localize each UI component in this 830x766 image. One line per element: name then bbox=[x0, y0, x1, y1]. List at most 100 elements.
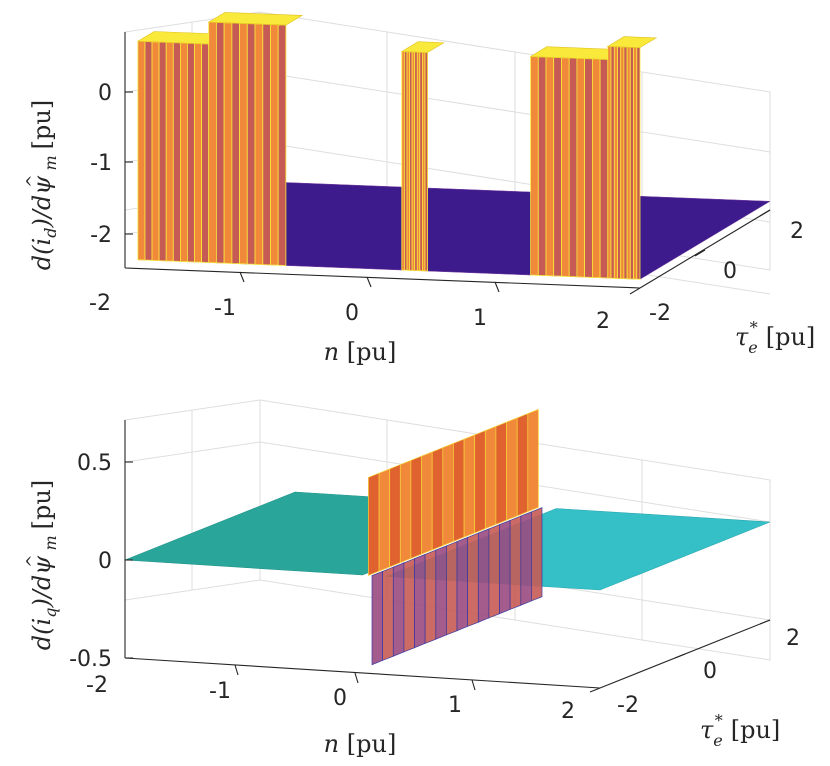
top-xtick-3: 1 bbox=[473, 306, 487, 331]
top-spike-strip bbox=[553, 56, 562, 277]
bottom-dip-strip bbox=[382, 566, 394, 661]
bottom-spike-strip bbox=[495, 421, 507, 525]
bottom-dip-strip bbox=[520, 511, 532, 606]
top-ztick-1: -1 bbox=[90, 151, 112, 176]
top-ytick-1: 0 bbox=[723, 259, 737, 284]
top-xtick-2: 0 bbox=[345, 301, 359, 326]
bottom-dip-strip bbox=[509, 515, 522, 610]
top-spike-strip bbox=[223, 22, 233, 264]
top-spike-strip bbox=[208, 21, 217, 264]
top-xticks: -2 -1 0 1 2 bbox=[89, 271, 610, 334]
bottom-spike-strip bbox=[442, 442, 454, 547]
top-spike-strip bbox=[270, 24, 279, 266]
bottom-dip-strip bbox=[477, 528, 490, 623]
bottom-zticks: 0.5 0 -0.5 bbox=[69, 451, 133, 672]
bottom-xtick-1: -1 bbox=[209, 679, 231, 704]
top-spike-strip bbox=[201, 43, 210, 263]
bottom-spike-strip bbox=[389, 464, 401, 568]
bottom-ytick-0: -2 bbox=[617, 693, 639, 718]
bottom-dip-strip bbox=[414, 553, 426, 649]
bottom-dip-strip bbox=[488, 524, 500, 619]
top-spike-strip bbox=[151, 41, 160, 262]
top-spike-strip bbox=[424, 51, 429, 272]
top-spike-strip bbox=[194, 42, 203, 263]
bottom-spike-strip bbox=[421, 451, 433, 555]
top-ytick-0: -2 bbox=[649, 301, 671, 326]
top-spike-cap bbox=[207, 12, 304, 26]
bottom-spike-strip bbox=[368, 472, 380, 576]
top-spike-strip bbox=[617, 46, 622, 279]
bottom-xtick-0: -2 bbox=[86, 673, 108, 698]
bottom-spike-strip bbox=[474, 430, 486, 534]
bottom-plot: 0.5 0 -0.5 -2 -1 0 1 2 -2 0 2 n [pu] τe*… bbox=[23, 399, 800, 758]
bottom-zlabel: d(iq)/dψ^m[pu] bbox=[23, 480, 60, 650]
bottom-dip-strip bbox=[392, 562, 405, 657]
top-spike-strip bbox=[623, 46, 628, 280]
top-spike-strip bbox=[561, 57, 570, 277]
bottom-dip-strip bbox=[403, 558, 415, 653]
top-spike-strip bbox=[231, 22, 241, 265]
bottom-spike-strip bbox=[484, 425, 497, 530]
top-axes bbox=[124, 32, 771, 289]
bottom-dip-strip bbox=[446, 541, 458, 636]
bottom-spike-strip bbox=[463, 434, 476, 538]
bottom-surface bbox=[124, 408, 771, 666]
top-spike-cap bbox=[606, 36, 658, 48]
top-spike-strip bbox=[599, 58, 609, 279]
top-spike-strip bbox=[530, 56, 539, 276]
bottom-spike-strip bbox=[399, 459, 412, 564]
top-spike-strip bbox=[576, 57, 585, 278]
bottom-spike-strip bbox=[453, 438, 465, 542]
bottom-dip-strip bbox=[531, 507, 543, 602]
bottom-dip-strip bbox=[456, 536, 468, 632]
bottom-spike-strip bbox=[431, 447, 444, 551]
top-spike-strip bbox=[607, 45, 612, 279]
bottom-ztick-1: 0 bbox=[98, 549, 112, 574]
top-spike-strip bbox=[246, 23, 256, 265]
top-spike-strip bbox=[262, 23, 271, 266]
bottom-xtick-2: 0 bbox=[333, 686, 347, 711]
bottom-dip-strip bbox=[424, 549, 437, 644]
top-yticks: -2 0 2 bbox=[629, 209, 804, 326]
top-ytick-2: 2 bbox=[790, 219, 804, 244]
bottom-xtick-3: 1 bbox=[448, 693, 462, 718]
top-spike-strip bbox=[633, 46, 638, 280]
bottom-spike-strip bbox=[506, 417, 518, 521]
top-ztick-0: 0 bbox=[98, 81, 112, 106]
top-spike-strip bbox=[165, 41, 174, 262]
bottom-yticks: -2 0 2 bbox=[589, 619, 800, 718]
top-spike-strip bbox=[629, 46, 634, 280]
bottom-ylabel: τe* [pu] bbox=[700, 711, 780, 750]
bottom-xlabel: n [pu] bbox=[324, 730, 397, 758]
top-spike-strip bbox=[254, 23, 264, 266]
top-spike-strip bbox=[172, 42, 181, 262]
bottom-spike-strip bbox=[516, 413, 529, 517]
top-spike-strip bbox=[620, 46, 625, 280]
top-spike-strip bbox=[158, 41, 167, 262]
top-spike-strip bbox=[137, 40, 146, 261]
top-spike-strip bbox=[636, 47, 641, 280]
bottom-spike-strip bbox=[527, 408, 539, 513]
top-spike-strip bbox=[215, 21, 225, 264]
bottom-dip-strip bbox=[467, 532, 479, 627]
bottom-ytick-1: 0 bbox=[703, 659, 717, 684]
top-zticks: 0 -1 -2 bbox=[90, 81, 133, 248]
bottom-dip-strip bbox=[371, 570, 383, 666]
top-ztick-2: -2 bbox=[90, 223, 112, 248]
top-surface bbox=[136, 12, 771, 280]
top-spike-strip bbox=[239, 22, 248, 265]
top-ylabel: τe* [pu] bbox=[735, 318, 815, 357]
top-spike-strip bbox=[186, 42, 195, 263]
top-spike-strip bbox=[584, 58, 593, 278]
bottom-xticks: -2 -1 0 1 2 bbox=[86, 664, 575, 724]
bottom-dip-strip bbox=[435, 545, 447, 640]
top-spike-strip bbox=[613, 46, 618, 279]
top-zlabel: d(id)/dψ^m[pu] bbox=[23, 100, 60, 270]
bottom-ztick-2: -0.5 bbox=[69, 647, 112, 672]
bottom-spike-strip bbox=[378, 468, 391, 572]
top-spike-strip bbox=[626, 46, 631, 280]
top-spike-strip bbox=[568, 57, 578, 278]
bottom-dip-strip bbox=[499, 519, 511, 615]
top-spike-strip bbox=[537, 56, 547, 277]
